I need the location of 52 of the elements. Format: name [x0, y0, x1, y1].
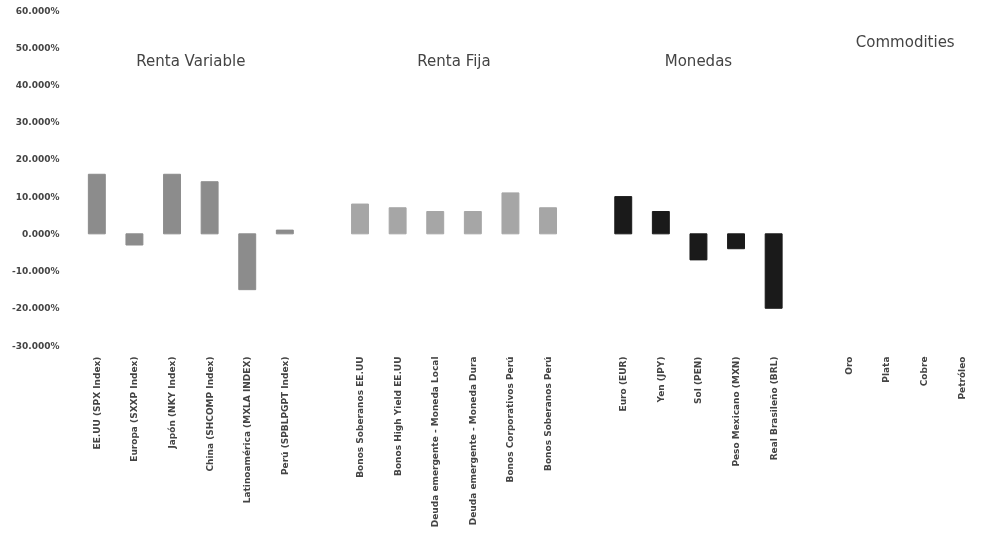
- annotation: Monedas: [664, 52, 733, 71]
- bar: [426, 211, 445, 235]
- y-tick-label: 50.000%: [15, 42, 60, 53]
- bar: [539, 207, 557, 235]
- x-tick-label: Deuda emergente - Moneda Dura: [467, 356, 478, 526]
- x-tick-label: Cobre: [919, 356, 930, 387]
- x-tick-label: Sol (PEN): [693, 356, 704, 404]
- bar: [87, 173, 106, 235]
- x-tick-label: Bonos Soberanos EE.UU: [355, 356, 366, 478]
- x-tick-label: Euro (EUR): [618, 356, 629, 412]
- bar: [614, 196, 633, 235]
- bar: [351, 203, 369, 235]
- bar: [501, 192, 520, 235]
- y-tick-label: -10.000%: [12, 266, 60, 277]
- x-tick-label: Latinoamérica (MXLA INDEX): [242, 356, 253, 504]
- y-tick-label: 10.000%: [15, 191, 60, 202]
- y-tick-label: -20.000%: [12, 303, 60, 314]
- x-tick-label: Bonos Corporativos Perú: [505, 356, 516, 483]
- x-tick-label: China (SHCOMP Index): [204, 356, 215, 472]
- bar: [125, 233, 144, 246]
- x-tick-label: Peso Mexicano (MXN): [731, 356, 742, 467]
- bar: [163, 173, 181, 235]
- y-tick-label: -30.000%: [12, 340, 60, 351]
- bar: [764, 233, 783, 309]
- x-tick-label: Petróleo: [956, 356, 967, 400]
- bar: [689, 233, 708, 261]
- annotation: Renta Variable: [136, 52, 246, 71]
- bar: [388, 207, 407, 235]
- annotation: Renta Fija: [417, 52, 491, 71]
- bar: [651, 211, 670, 235]
- y-tick-label: 30.000%: [15, 117, 60, 128]
- x-tick-label: Perú (SPBLPGPT Index): [279, 356, 290, 476]
- bar: [238, 233, 257, 291]
- x-tick-label: Oro: [843, 356, 854, 375]
- x-tick-label: Japón (NKY Index): [167, 356, 178, 450]
- x-tick-label: Yen (JPY): [655, 356, 666, 404]
- x-tick-label: EE.UU (SPX Index): [91, 356, 102, 450]
- bar: [200, 181, 219, 235]
- x-tick-label: Plata: [881, 356, 892, 383]
- x-tick-label: Bonos High Yield EE.UU: [392, 356, 403, 476]
- y-tick-label: 0.000%: [22, 228, 60, 239]
- x-tick-label: Bonos Soberanos Perú: [543, 356, 554, 471]
- x-tick-label: Real Brasileño (BRL): [768, 356, 779, 461]
- x-tick-label: Europa (SXXP Index): [129, 356, 140, 462]
- bar: [463, 211, 482, 235]
- bar: [275, 229, 294, 235]
- y-tick-label: 20.000%: [15, 154, 60, 165]
- annotation: Commodities: [855, 33, 955, 52]
- y-tick-label: 60.000%: [15, 5, 60, 16]
- x-tick-label: Deuda emergente - Moneda Local: [430, 356, 441, 528]
- bar: [727, 233, 746, 250]
- y-tick-label: 40.000%: [15, 79, 60, 90]
